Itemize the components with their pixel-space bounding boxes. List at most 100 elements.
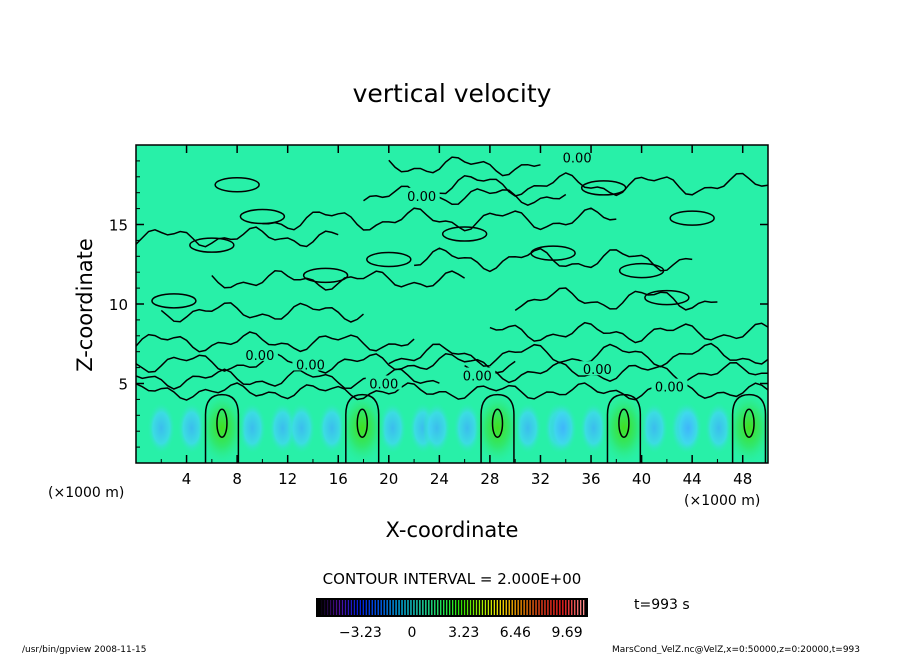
colorbar-bin — [341, 600, 344, 615]
chart-title: vertical velocity — [353, 79, 552, 108]
x-units-left: (×1000 m) — [48, 485, 124, 501]
colorbar-bin — [413, 600, 415, 615]
downdraft-region — [796, 402, 824, 454]
contour-line — [669, 210, 715, 226]
colorbar-bin — [580, 600, 582, 615]
downdraft-region — [317, 402, 346, 455]
contour-line — [441, 226, 488, 242]
contour-line — [302, 267, 349, 284]
x-tick-label: 12 — [278, 470, 297, 488]
x-tick-label: 24 — [430, 470, 449, 488]
colorbar-bin — [553, 600, 555, 615]
downdraft-region — [674, 402, 703, 455]
contour-label: 0.00 — [407, 190, 436, 205]
colorbar-bin — [410, 600, 412, 615]
colorbar-bin — [374, 600, 376, 615]
colorbar-bin — [538, 600, 540, 615]
contour-label: 0.00 — [583, 363, 612, 378]
colorbar-bin — [437, 600, 439, 615]
colorbar-bin — [514, 600, 516, 615]
colorbar-bin — [338, 600, 341, 615]
downdraft-region — [378, 402, 407, 455]
colorbar-bin — [398, 600, 400, 615]
colorbar-bin — [425, 600, 427, 615]
colorbar-bin — [329, 600, 332, 615]
updraft-region — [725, 390, 768, 463]
contour-label-bg — [241, 346, 278, 361]
colorbar-bin — [335, 600, 338, 615]
colorbar-bin — [332, 600, 335, 615]
colorbar-bin — [481, 600, 484, 615]
x-tick-label: 40 — [632, 470, 651, 488]
colorbar-bin — [487, 600, 490, 615]
colorbar-bin — [344, 600, 347, 615]
downdraft-region — [238, 402, 267, 455]
colorbar-tick-label: 3.23 — [448, 625, 479, 641]
downdraft-region — [177, 402, 206, 455]
contour-label: 0.00 — [369, 378, 398, 393]
downdraft-region — [549, 402, 578, 455]
colorbar-bin — [407, 600, 409, 615]
colorbar-bin — [457, 600, 460, 615]
velocity-field — [147, 390, 824, 463]
colorbar-bin — [359, 600, 361, 615]
colorbar-bin — [550, 600, 552, 615]
contour-line — [464, 361, 768, 384]
colorbar-bin — [371, 600, 373, 615]
y-axis: 5 10 15 — [109, 160, 768, 448]
contour-line — [618, 408, 630, 438]
contour-line — [580, 180, 627, 196]
colorbar-bin — [472, 600, 475, 615]
contour-line — [618, 262, 665, 279]
colorbar-bin — [508, 600, 510, 615]
contour-line — [489, 321, 768, 344]
contour-line — [439, 172, 768, 197]
x-tick-label: 16 — [329, 470, 348, 488]
colorbar-bin — [326, 600, 329, 615]
colorbar-bin — [559, 600, 561, 615]
colorbar-bin — [443, 600, 445, 615]
colorbar-bin — [365, 600, 367, 615]
colorbar-bin — [386, 600, 388, 615]
colorbar-bin — [565, 600, 567, 615]
contour-line — [388, 342, 768, 368]
colorbar-bin — [541, 600, 543, 615]
colorbar-bin — [526, 600, 528, 615]
contour-line — [731, 393, 767, 463]
colorbar-bin — [353, 600, 356, 615]
colorbar-bin — [383, 600, 385, 615]
contour-line — [189, 237, 235, 253]
x-tick-label: 36 — [581, 470, 600, 488]
contour-line — [136, 226, 339, 248]
contour-line — [214, 177, 260, 193]
colorbar-bin — [460, 600, 463, 615]
contour-line — [204, 393, 240, 463]
downdraft-region — [513, 402, 542, 455]
contour-line — [356, 408, 369, 438]
colorbar-bin — [511, 600, 513, 615]
colorbar-bin — [568, 600, 570, 615]
x-tick-label: 20 — [379, 470, 398, 488]
y-axis-label: Z-coordinate — [73, 238, 97, 372]
colorbar-bin — [523, 600, 525, 615]
colorbar-bin — [466, 600, 469, 615]
downdraft-region — [704, 402, 733, 455]
updraft-region — [599, 390, 648, 463]
contour-line — [136, 368, 440, 390]
colorbar-bin — [350, 600, 353, 615]
contour-line — [160, 302, 364, 323]
colorbar-bin — [419, 600, 421, 615]
colorbar-bin — [323, 600, 326, 615]
downdraft-region — [422, 402, 451, 455]
colorbar-bin — [347, 600, 350, 615]
footer-left: /usr/bin/gpview 2008-11-15 — [22, 645, 146, 654]
colorbar-tick-label: 6.46 — [500, 625, 531, 641]
x-axis: 4 8 12 16 20 24 28 32 36 40 44 48 — [160, 145, 752, 488]
colorbar-bin — [577, 600, 579, 615]
contour-interval-label: CONTOUR INTERVAL = 2.000E+00 — [323, 570, 582, 588]
colorbar-bin — [490, 600, 493, 615]
contour-line — [388, 156, 541, 177]
colorbar-bin — [380, 600, 382, 615]
colorbar-bin — [529, 600, 531, 615]
